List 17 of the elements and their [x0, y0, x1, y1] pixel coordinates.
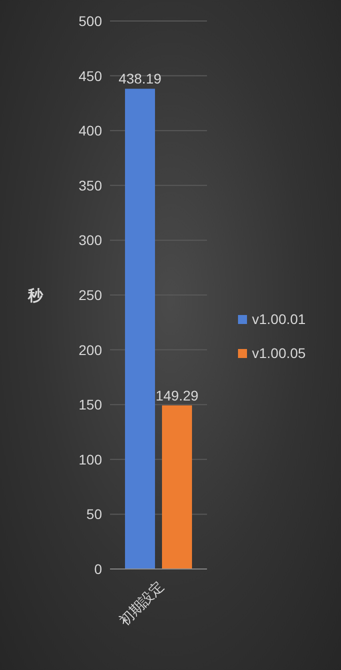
data-label: 438.19	[118, 70, 162, 87]
y-tick-label: 50	[86, 506, 102, 522]
legend-label: v1.00.01	[252, 311, 306, 327]
y-tick-label: 400	[78, 122, 102, 139]
y-tick-label: 0	[94, 560, 102, 577]
legend-label: v1.00.05	[252, 345, 306, 361]
y-tick-label: 450	[78, 68, 102, 84]
x-tick-label: 初期設定	[116, 578, 167, 629]
y-tick-label: 500	[78, 12, 102, 29]
y-tick-label: 200	[78, 342, 102, 358]
y-tick-label: 250	[78, 286, 102, 303]
y-tick-label: 150	[78, 396, 102, 413]
y-axis-title: 秒	[27, 287, 44, 304]
data-label: 149.29	[156, 387, 199, 404]
y-tick-label: 300	[78, 232, 102, 248]
y-tick-label: 100	[78, 451, 102, 468]
y-tick-label: 350	[78, 177, 102, 194]
